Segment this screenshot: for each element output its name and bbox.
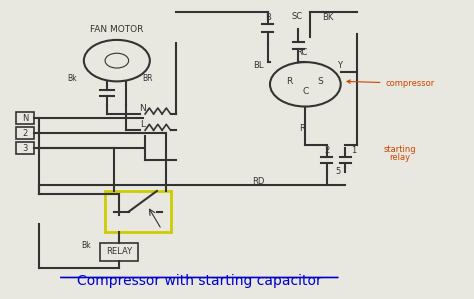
Text: relay: relay bbox=[389, 153, 410, 162]
Text: Y: Y bbox=[337, 61, 342, 70]
Text: C: C bbox=[302, 87, 309, 96]
Text: Compressor with starting capacitor: Compressor with starting capacitor bbox=[77, 274, 322, 288]
Text: 2: 2 bbox=[22, 129, 27, 138]
Bar bbox=[16, 127, 35, 139]
Text: BL: BL bbox=[253, 61, 264, 70]
Text: N: N bbox=[22, 114, 28, 123]
Bar bbox=[16, 112, 35, 124]
Text: BK: BK bbox=[322, 13, 333, 22]
Text: Bk: Bk bbox=[82, 241, 91, 250]
Text: R: R bbox=[286, 77, 292, 86]
Text: 2: 2 bbox=[324, 146, 329, 155]
Text: RD: RD bbox=[252, 177, 264, 186]
Text: RC: RC bbox=[296, 48, 307, 57]
Text: Bk: Bk bbox=[67, 74, 77, 83]
Text: BR: BR bbox=[142, 74, 153, 83]
Text: R: R bbox=[299, 124, 305, 133]
Text: RELAY: RELAY bbox=[106, 247, 132, 256]
Text: L: L bbox=[140, 120, 145, 129]
Bar bbox=[105, 191, 171, 232]
Text: 1: 1 bbox=[351, 146, 356, 155]
Text: S: S bbox=[318, 77, 323, 86]
Text: 5: 5 bbox=[336, 167, 341, 176]
Text: starting: starting bbox=[383, 145, 416, 154]
Text: 3: 3 bbox=[22, 144, 27, 152]
Text: B: B bbox=[264, 13, 271, 22]
Text: N: N bbox=[139, 104, 146, 113]
Text: FAN MOTOR: FAN MOTOR bbox=[90, 25, 144, 34]
Text: compressor: compressor bbox=[347, 79, 435, 88]
Bar bbox=[100, 243, 138, 261]
Text: SC: SC bbox=[292, 12, 302, 21]
Bar bbox=[16, 142, 35, 154]
